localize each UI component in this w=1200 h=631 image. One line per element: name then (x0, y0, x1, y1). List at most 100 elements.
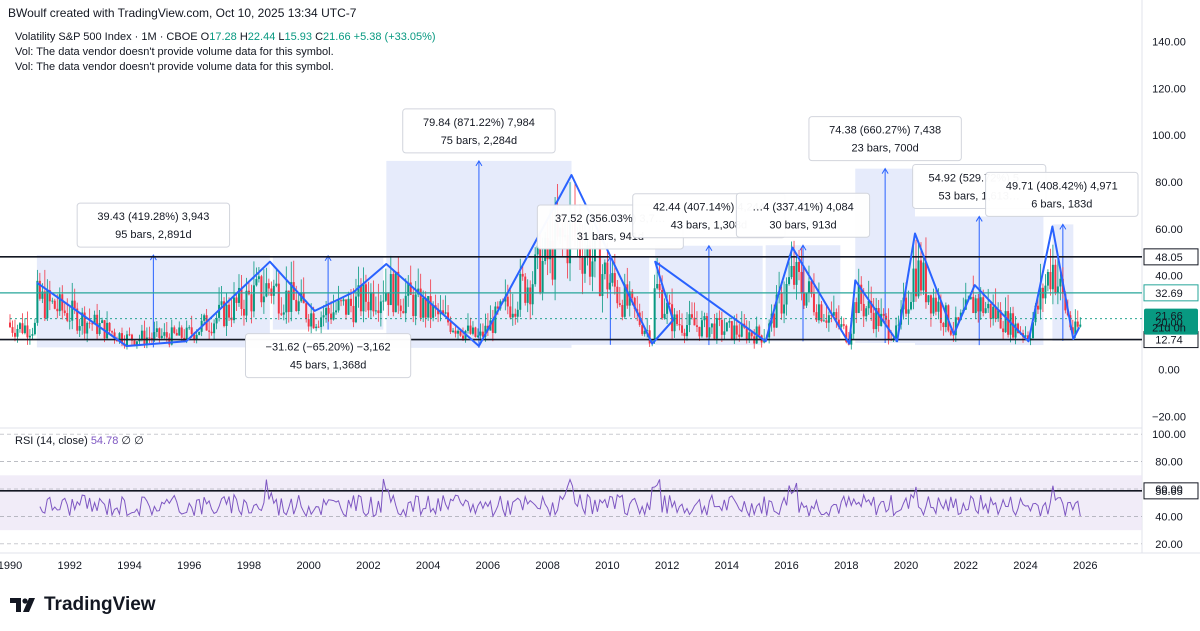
candle-body (150, 338, 153, 339)
candle-body (397, 271, 400, 306)
time-tick-5: 2000 (296, 560, 320, 572)
candle-body (108, 322, 111, 332)
candle-body (922, 262, 925, 291)
candle-body (661, 290, 664, 319)
candle-body (857, 284, 860, 314)
candle-body (735, 325, 738, 335)
candle-body (412, 294, 415, 317)
candle-body (880, 313, 883, 326)
candle-body (656, 283, 659, 289)
rsi-value: 54.78 (90, 435, 119, 447)
tradingview-logo-icon (10, 598, 35, 612)
time-tick-1: 1992 (57, 560, 81, 572)
candle-body (349, 298, 352, 306)
candle-body (295, 299, 298, 312)
symbol-line[interactable]: Volatility S&P 500 Index · 1M · CBOE O17… (15, 30, 436, 45)
candle-body (322, 315, 325, 318)
candle-body (419, 288, 422, 318)
candle-body (345, 299, 348, 315)
measure-label-line2-0: 95 bars, 2,891d (115, 229, 191, 241)
candle-body (103, 320, 106, 339)
rsi-tick-2: 60.00 (1155, 484, 1183, 496)
candle-body (290, 282, 293, 312)
candle-body (820, 304, 823, 322)
candle-body (969, 296, 972, 300)
candle-body (877, 308, 880, 326)
candle-body (633, 297, 636, 310)
measure-label-line2-6: 23 bars, 700d (851, 143, 918, 155)
tradingview-logo[interactable]: TradingView (10, 594, 156, 616)
candle-body (1014, 323, 1017, 338)
level-tag-bg-0 (1143, 248, 1199, 266)
candle-body (621, 305, 624, 317)
candle-body (367, 301, 370, 311)
measure-label-bg-0 (76, 202, 231, 248)
candle-body (982, 297, 985, 313)
candle-body (835, 312, 838, 320)
candle-body (145, 337, 148, 345)
ohlc-low-value: 15.93 (284, 31, 313, 43)
candle-body (608, 282, 611, 290)
candle-body (934, 297, 937, 312)
time-tick-15: 2020 (894, 560, 918, 572)
candle-body (713, 323, 716, 339)
chart-header: BWoulf created with TradingView.com, Oct… (8, 6, 357, 20)
candle-body (1031, 322, 1034, 339)
candle-body (21, 323, 24, 334)
measure-label-bg-6 (808, 116, 962, 162)
candle-body (494, 306, 497, 333)
candle-body (616, 286, 619, 304)
candle-body (728, 321, 731, 323)
candle-body (282, 312, 285, 315)
candle-body (277, 283, 280, 314)
candle-body (469, 325, 472, 334)
candle-body (285, 290, 288, 313)
candle-body (668, 302, 671, 305)
measure-labels: 39.43 (419.28%) 3,943 95 bars, 2,891d −31.… (76, 108, 1139, 379)
candle-body (270, 288, 273, 296)
candle-body (305, 303, 308, 320)
time-tick-3: 1996 (177, 560, 201, 572)
candle-body (758, 326, 761, 336)
measure-arrow-2 (475, 159, 483, 167)
level-tag-2: 12.74 (1155, 335, 1183, 347)
time-tick-8: 2006 (476, 560, 500, 572)
candle-body (454, 330, 457, 334)
candle-body (384, 292, 387, 301)
candle-body (220, 301, 223, 305)
candle-body (235, 297, 238, 303)
candle-body (626, 284, 629, 306)
rsi-legend[interactable]: RSI (14, close) 54.78 ∅ ∅ (15, 434, 144, 447)
candle-body (932, 297, 935, 314)
candle-body (38, 280, 41, 299)
candle-body (598, 239, 601, 296)
candle-body (549, 240, 552, 260)
candle-body (845, 325, 848, 343)
candle-body (41, 291, 44, 299)
candle-body (748, 332, 751, 341)
price-tick-7: 0.00 (1158, 364, 1179, 376)
last-price-label: 21.66 (1155, 311, 1183, 323)
candle-body (484, 325, 487, 337)
ohlc-high-value: 22.44 (247, 31, 276, 43)
candle-body (140, 330, 143, 339)
measure-label-line2-1: 45 bars, 1,368d (290, 360, 366, 372)
price-tick-3: 80.00 (1155, 177, 1183, 189)
candle-body (51, 300, 54, 302)
candle-body (867, 300, 870, 309)
candle-body (1064, 293, 1067, 311)
measure-label-line1-8: 49.71 (408.42%) 4,971 (1006, 180, 1118, 192)
candle-body (242, 308, 245, 316)
candle-body (427, 296, 430, 318)
candle-body (519, 273, 522, 310)
last-price-tag-bg (1144, 308, 1198, 335)
candle-body (13, 332, 16, 337)
price-tick-4: 60.00 (1155, 224, 1183, 236)
candle-body (402, 311, 405, 314)
measure-arrow-0 (149, 254, 157, 261)
measure-arrow-6 (881, 167, 889, 174)
candle-body (9, 322, 11, 328)
rsi-line (39, 478, 1081, 519)
candle-body (1034, 305, 1037, 323)
